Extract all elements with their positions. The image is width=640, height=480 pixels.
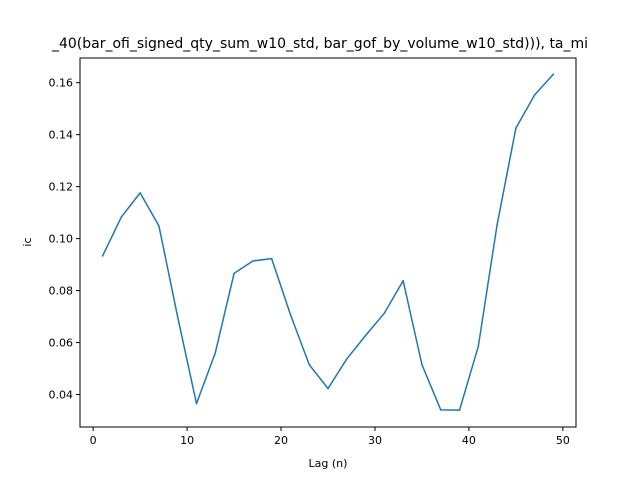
data-point [139, 192, 141, 194]
data-point [477, 345, 480, 348]
x-axis-label: Lag (n) [309, 457, 348, 470]
data-point [402, 279, 404, 282]
x-tick-label: 30 [368, 434, 382, 447]
data-point [158, 225, 160, 227]
data-point [383, 312, 386, 314]
data-point [308, 363, 310, 366]
y-tick-label: 0.12 [49, 181, 74, 194]
data-point [195, 402, 198, 405]
y-tick-label: 0.08 [49, 285, 74, 298]
data-point [233, 272, 235, 275]
y-axis-label: ic [21, 237, 34, 246]
x-tick-label: 0 [90, 434, 97, 447]
data-point [552, 73, 555, 75]
data-point [346, 358, 348, 360]
x-tick-label: 40 [462, 434, 476, 447]
data-point [496, 224, 498, 226]
x-tick-label: 20 [274, 434, 288, 447]
data-point [515, 127, 517, 129]
y-tick-label: 0.04 [49, 389, 74, 402]
y-tick-label: 0.10 [49, 233, 74, 246]
data-point [533, 94, 536, 96]
data-point [101, 255, 104, 257]
data-point [270, 257, 273, 260]
data-point [421, 363, 423, 366]
y-tick-label: 0.16 [49, 77, 74, 90]
plot-area [101, 73, 555, 411]
y-tick-label: 0.06 [49, 337, 74, 350]
series-line-0 [101, 73, 555, 411]
data-point [120, 216, 123, 218]
data-point [176, 316, 179, 318]
data-point [327, 387, 329, 390]
data-point [458, 409, 461, 411]
data-point [439, 409, 442, 411]
axis-ticks: 0 10 20 30 40 50 0.04 0.06 0.08 0.10 0.12 0.14 0.16 [49, 77, 570, 447]
chart-title: _40(bar_ofi_signed_qty_sum_w10_std, bar_… [51, 36, 588, 52]
x-tick-label: 10 [180, 434, 194, 447]
data-point [252, 260, 254, 262]
data-point [289, 313, 292, 316]
data-point [364, 334, 367, 337]
x-tick-label: 50 [556, 434, 570, 447]
data-point [214, 352, 217, 354]
axes-frame [79, 57, 577, 428]
y-tick-label: 0.14 [49, 129, 74, 142]
